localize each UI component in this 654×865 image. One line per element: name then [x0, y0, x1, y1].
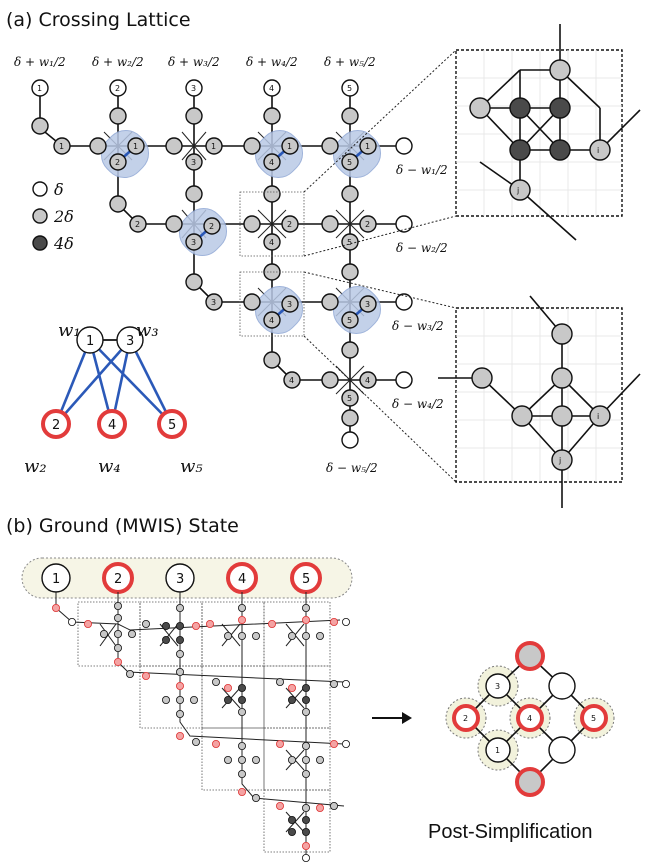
inset1-i-label: i	[597, 146, 599, 155]
svg-text:3: 3	[495, 682, 500, 691]
right-label-2: δ − w₂/2	[396, 241, 448, 255]
svg-text:3: 3	[365, 300, 370, 309]
svg-text:2: 2	[135, 220, 140, 229]
problem-graph: 1 3 2 4 5 w₁ w₃ w₂ w₄ w₅	[24, 320, 203, 477]
svg-text:1: 1	[86, 334, 94, 349]
svg-text:4: 4	[269, 84, 274, 93]
graph-vertex-2	[41, 409, 71, 439]
top-label-5: δ + w₅/2	[324, 55, 376, 69]
svg-text:4: 4	[365, 376, 370, 385]
weight-w1: w₁	[58, 320, 81, 341]
svg-text:2: 2	[209, 222, 214, 231]
zoom-inset-2: i j	[438, 295, 641, 508]
svg-text:4: 4	[527, 714, 532, 723]
svg-text:2: 2	[463, 714, 468, 723]
svg-text:2: 2	[365, 220, 370, 229]
panel-b-title: (b) Ground (MWIS) State	[6, 515, 239, 537]
legend-gray-marker	[32, 208, 48, 224]
legend-dark-marker	[32, 235, 48, 251]
weight-w3: w₃	[136, 320, 159, 341]
post-simplification-label: Post-Simplification	[428, 821, 593, 843]
zoom-box-1	[239, 191, 305, 257]
svg-text:4: 4	[108, 418, 116, 433]
graph-vertex-1	[76, 326, 104, 354]
svg-text:1: 1	[52, 572, 60, 587]
graph-vertex-3	[116, 326, 144, 354]
top-label-2: δ + w₂/2	[92, 55, 144, 69]
svg-text:5: 5	[347, 394, 352, 403]
weight-w5: w₅	[180, 456, 203, 477]
top-row-pill: 1 2 3 4 5	[21, 557, 353, 599]
graph-vertex-4	[97, 409, 127, 439]
inset2-i-label: i	[597, 412, 599, 421]
svg-text:3: 3	[191, 238, 196, 247]
svg-text:5: 5	[347, 238, 352, 247]
svg-text:3: 3	[211, 298, 216, 307]
svg-text:3: 3	[287, 300, 292, 309]
right-label-1: δ − w₁/2	[396, 163, 448, 177]
right-labels: δ − w₁/2 δ − w₂/2 δ − w₃/2 δ − w₄/2 δ − …	[326, 163, 448, 475]
arrow-icon	[372, 712, 412, 724]
svg-text:5: 5	[347, 84, 352, 93]
top-label-4: δ + w₄/2	[246, 55, 298, 69]
svg-text:3: 3	[191, 84, 196, 93]
right-label-5: δ − w₅/2	[326, 461, 378, 475]
panel-a-title: (a) Crossing Lattice	[6, 9, 191, 31]
svg-text:2: 2	[114, 572, 122, 587]
svg-text:1: 1	[133, 142, 138, 151]
svg-text:5: 5	[347, 158, 352, 167]
legend-label-1: δ	[54, 180, 64, 199]
weight-w2: w₂	[24, 456, 47, 477]
top-label-3: δ + w₃/2	[168, 55, 220, 69]
svg-text:2: 2	[287, 220, 292, 229]
ground-state-lattice	[52, 592, 350, 863]
svg-text:3: 3	[191, 158, 196, 167]
svg-text:2: 2	[115, 84, 120, 93]
graph-vertex-5	[157, 409, 187, 439]
legend: δ 2δ 4δ	[32, 180, 74, 253]
svg-text:5: 5	[591, 714, 596, 723]
svg-text:4: 4	[269, 238, 274, 247]
legend-label-3: 4δ	[53, 234, 74, 253]
svg-text:1: 1	[365, 142, 370, 151]
svg-text:5: 5	[168, 418, 176, 433]
svg-text:3: 3	[176, 572, 184, 587]
svg-text:1: 1	[37, 84, 42, 93]
right-label-4: δ − w₄/2	[392, 397, 444, 411]
svg-text:1: 1	[495, 746, 500, 755]
svg-text:4: 4	[238, 572, 246, 587]
svg-text:4: 4	[289, 376, 294, 385]
inset2-j-label: j	[558, 456, 561, 465]
zoom-box-2	[239, 271, 305, 337]
svg-text:2: 2	[115, 158, 120, 167]
legend-white-marker	[32, 181, 48, 197]
zoom-connectors	[303, 49, 457, 483]
post-simplification-graph: 3 2 4 5 1	[445, 641, 615, 797]
svg-text:5: 5	[302, 572, 310, 587]
top-label-1: δ + w₁/2	[14, 55, 66, 69]
svg-text:1: 1	[211, 142, 216, 151]
svg-text:1: 1	[287, 142, 292, 151]
svg-text:5: 5	[347, 316, 352, 325]
svg-text:4: 4	[269, 316, 274, 325]
svg-text:4: 4	[269, 158, 274, 167]
weight-w4: w₄	[98, 456, 121, 477]
legend-label-2: 2δ	[53, 207, 74, 226]
zoom-inset-1: i j	[455, 24, 641, 241]
right-label-3: δ − w₃/2	[392, 319, 444, 333]
svg-text:2: 2	[52, 418, 60, 433]
inset1-j-label: j	[516, 186, 519, 195]
top-labels: δ + w₁/2 δ + w₂/2 δ + w₃/2 δ + w₄/2 δ + …	[14, 55, 376, 69]
svg-text:3: 3	[126, 334, 134, 349]
svg-text:1: 1	[59, 142, 64, 151]
